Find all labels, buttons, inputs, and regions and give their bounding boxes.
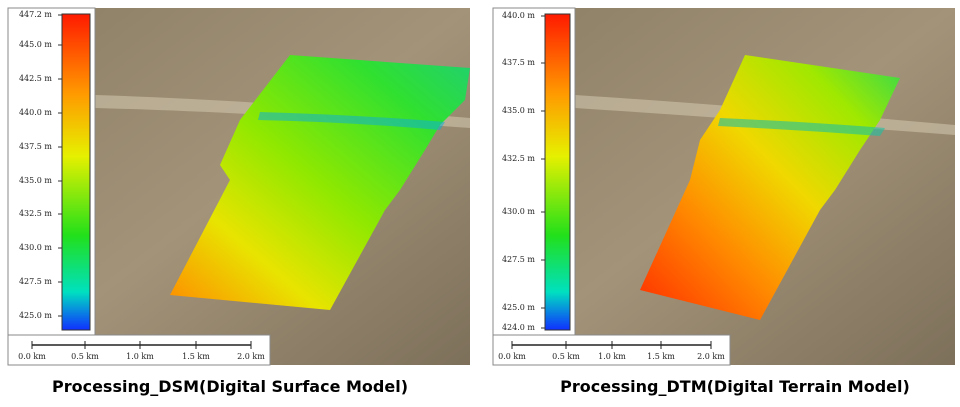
scale-box [7, 334, 271, 366]
colorbar-label: 427.5 m [19, 277, 52, 286]
scale-label: 0.5 km [71, 352, 99, 361]
caption: Processing_DSM(Digital Surface Model) [52, 377, 408, 396]
scale-label: 2.0 km [237, 352, 265, 361]
colorbar-label: 430.0 m [502, 207, 535, 216]
scale-label: 0.0 km [18, 352, 46, 361]
scale-label: 0.5 km [552, 352, 580, 361]
colorbar-label: 432.5 m [502, 154, 535, 163]
dtm-overlay [640, 55, 900, 320]
colorbar-label: 440.0 m [19, 108, 52, 117]
colorbar-label: 437.5 m [502, 58, 535, 67]
colorbar-label: 437.5 m [19, 142, 52, 151]
colorbar-label: 425.0 m [19, 311, 52, 320]
scale-label: 2.0 km [697, 352, 725, 361]
caption: Processing_DTM(Digital Terrain Model) [560, 377, 910, 396]
colorbar-label: 440.0 m [502, 11, 535, 20]
colorbar-label: 435.0 m [19, 176, 52, 185]
scale-label: 0.0 km [498, 352, 526, 361]
colorbar-label: 425.0 m [502, 303, 535, 312]
colorbar-label: 435.0 m [502, 106, 535, 115]
colorbar-label: 447.2 m [19, 10, 52, 19]
scale-label: 1.0 km [126, 352, 154, 361]
colorbar-label: 442.5 m [19, 74, 52, 83]
channel [258, 112, 445, 130]
colorbar-label: 427.5 m [502, 255, 535, 264]
colorbar-label: 445.0 m [19, 40, 52, 49]
colorbar [544, 13, 571, 331]
colorbar [61, 13, 91, 331]
colorbar-label: 424.0 m [502, 323, 535, 332]
scale-label: 1.0 km [598, 352, 626, 361]
colorbar-label: 432.5 m [19, 209, 52, 218]
scale-label: 1.5 km [182, 352, 210, 361]
channel [718, 118, 885, 136]
scale-label: 1.5 km [647, 352, 675, 361]
scale-box [492, 334, 731, 366]
colorbar-label: 430.0 m [19, 243, 52, 252]
